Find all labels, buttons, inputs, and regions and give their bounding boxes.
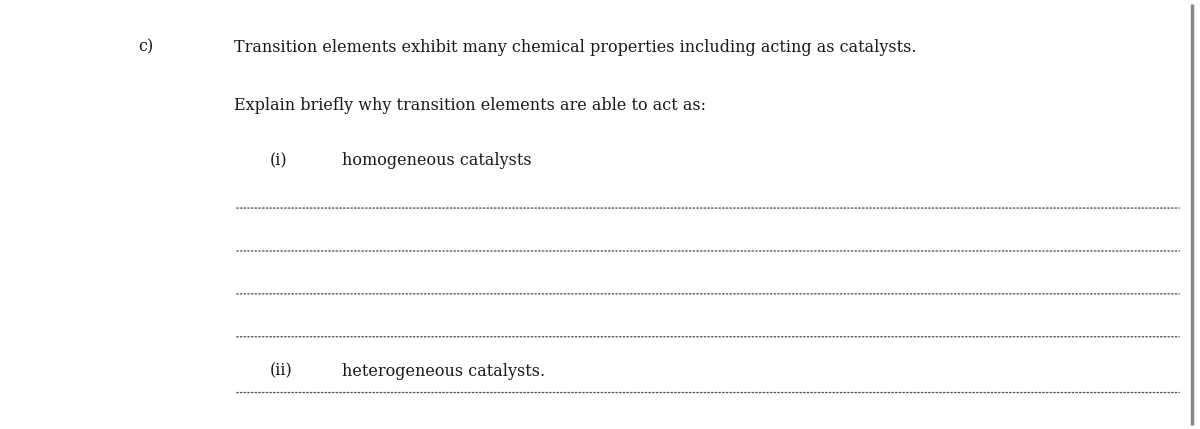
Text: (i): (i) bbox=[270, 152, 288, 169]
Text: (ii): (ii) bbox=[270, 363, 293, 380]
Text: Transition elements exhibit many chemical properties including acting as catalys: Transition elements exhibit many chemica… bbox=[234, 39, 917, 56]
Text: c): c) bbox=[138, 39, 154, 56]
Text: heterogeneous catalysts.: heterogeneous catalysts. bbox=[342, 363, 545, 380]
Text: homogeneous catalysts: homogeneous catalysts bbox=[342, 152, 532, 169]
Text: Explain briefly why transition elements are able to act as:: Explain briefly why transition elements … bbox=[234, 97, 706, 114]
